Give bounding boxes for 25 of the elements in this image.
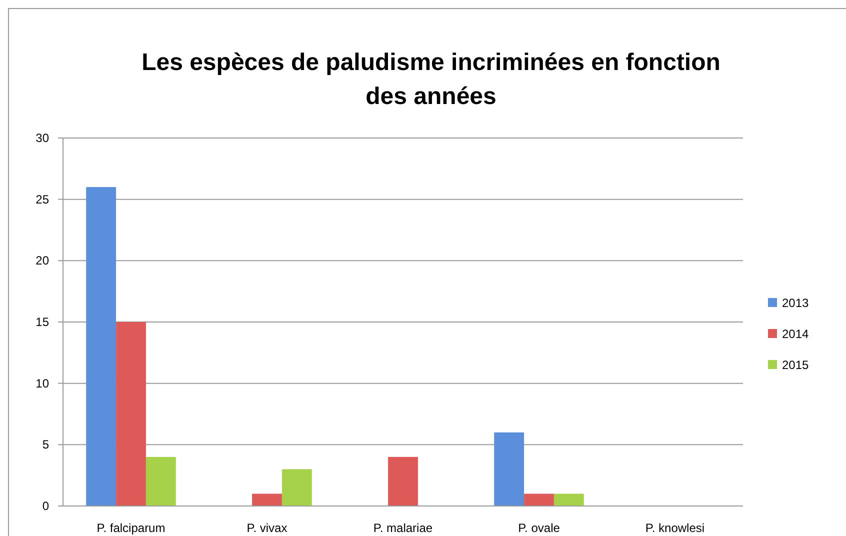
y-tick-label: 5 (42, 438, 50, 452)
bar (252, 494, 282, 506)
y-tick-label: 10 (36, 376, 50, 390)
y-tick-label: 0 (42, 499, 50, 513)
bar (86, 187, 116, 506)
x-tick-label: P. vivax (246, 521, 288, 535)
legend-label: 2014 (782, 327, 810, 341)
y-tick-label: 30 (36, 131, 50, 145)
bar (116, 322, 146, 506)
x-tick-label: P. knowlesi (645, 521, 705, 535)
chart-title: Les espèces de paludisme incriminées en fonction des années (142, 49, 720, 110)
bar (554, 494, 584, 506)
y-tick-label: 25 (36, 192, 50, 206)
bar (146, 456, 176, 506)
y-tick-label: 20 (36, 254, 50, 268)
bar (524, 494, 554, 506)
bar (494, 432, 524, 506)
bar (388, 456, 418, 506)
legend-label: 2015 (782, 358, 810, 372)
legend-label: 2013 (782, 296, 810, 310)
y-tick-label: 15 (36, 315, 50, 329)
x-tick-label: P. ovale (518, 521, 560, 535)
bar (282, 469, 312, 506)
x-tick-label: P. malariae (373, 521, 433, 535)
x-tick-label: P. falciparum (96, 521, 166, 535)
